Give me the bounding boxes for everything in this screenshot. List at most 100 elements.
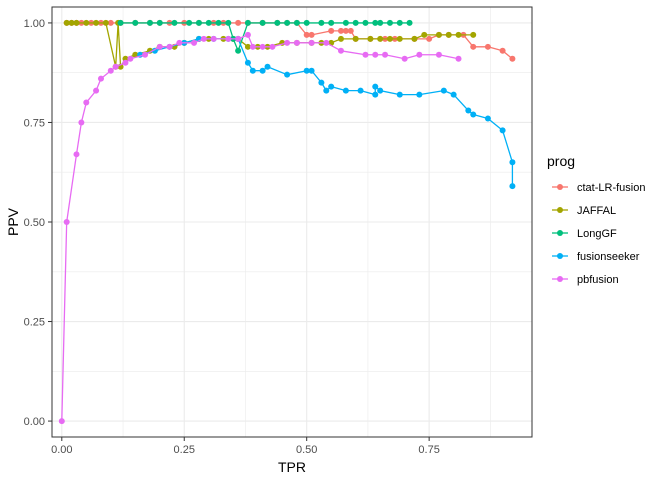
data-point [465,107,472,114]
data-point [377,87,384,94]
data-point [328,19,335,26]
data-point [225,19,232,26]
data-point [337,35,344,42]
y-tick-label: 1.00 [24,18,45,30]
data-point [132,51,139,58]
data-point [323,87,330,94]
data-point [318,19,325,26]
data-point [112,63,119,70]
data-point [509,183,516,190]
data-point [83,99,90,106]
data-point [259,43,266,50]
y-axis: 0.00 0.25 0.50 0.75 1.00 [24,18,52,428]
y-tick-label: 0.50 [24,217,45,229]
data-point [259,67,266,74]
x-tick-label: 0.00 [51,444,72,456]
data-point [244,59,251,66]
legend-key-point [557,276,563,282]
series-layer [58,19,516,425]
legend-label: fusionseeker [577,251,640,263]
series-pbfusion [58,31,462,425]
data-point [396,35,403,42]
legend-label: pbfusion [577,274,619,286]
legend-key-point [557,230,563,236]
legend-item: fusionseeker [552,251,640,263]
data-point [386,19,393,26]
data-point [191,39,198,46]
data-point [372,19,379,26]
x-tick-label: 0.75 [418,444,439,456]
data-point [328,83,335,90]
data-point [337,27,344,34]
data-point [435,51,442,58]
data-point [284,71,291,78]
data-point [68,19,75,26]
data-point [318,79,325,86]
legend-item: LongGF [552,228,617,240]
data-point [171,19,178,26]
data-point [63,19,70,26]
data-point [83,19,90,26]
data-point [73,151,80,158]
y-tick-label: 0.00 [24,416,45,428]
data-point [117,19,124,26]
data-point [249,43,256,50]
y-tick-label: 0.75 [24,117,45,129]
data-point [166,43,173,50]
data-point [156,19,163,26]
data-point [421,31,428,38]
data-point [347,27,354,34]
data-point [73,19,80,26]
legend-key-point [557,207,563,213]
legend-item: JAFFAL [552,205,616,217]
data-point [352,35,359,42]
data-point [102,19,109,26]
data-point [426,35,433,42]
data-point [450,91,457,98]
data-point [303,67,310,74]
x-axis: 0.00 0.25 0.50 0.75 [51,437,440,456]
data-point [249,67,256,74]
data-point [435,31,442,38]
data-point [93,87,100,94]
legend: prog ctat-LR-fusion JAFFAL LongGF fusionsee… [547,153,645,286]
legend-item: pbfusion [552,274,619,286]
data-point [328,27,335,34]
data-point [372,83,379,90]
data-point [396,91,403,98]
data-point [416,51,423,58]
data-point [132,19,139,26]
data-point [127,55,134,62]
legend-key-point [557,184,563,190]
y-axis-title: PPV [5,207,21,236]
data-point [308,67,315,74]
data-point [337,47,344,54]
data-point [509,159,516,166]
data-point [264,63,271,70]
legend-label: ctat-LR-fusion [577,182,645,194]
data-point [156,43,163,50]
data-point [235,19,242,26]
data-point [58,418,65,425]
legend-label: JAFFAL [577,205,616,217]
data-point [244,31,251,38]
data-point [284,19,291,26]
data-point [63,219,70,225]
major-gridlines [52,7,532,437]
data-point [225,35,232,42]
data-point [205,19,212,26]
data-point [195,19,202,26]
data-point [362,19,369,26]
data-point [406,19,413,26]
data-point [107,19,114,26]
data-point [342,87,349,94]
data-point [357,87,364,94]
data-point [303,31,310,38]
legend-key-point [557,253,563,259]
data-point [78,119,85,126]
data-point [396,19,403,26]
data-point [97,75,104,82]
data-point [411,35,418,42]
data-point [142,51,149,58]
